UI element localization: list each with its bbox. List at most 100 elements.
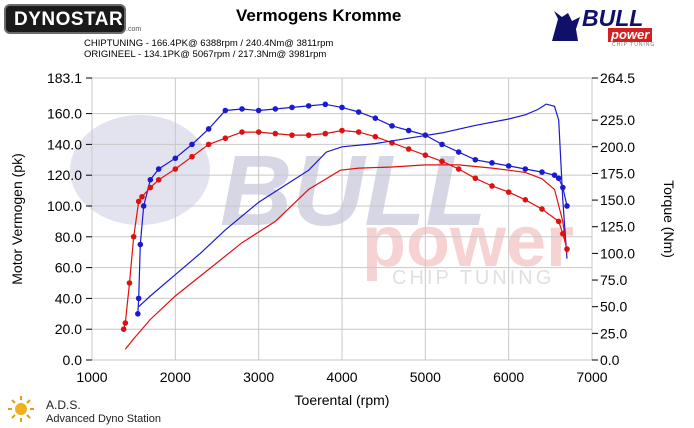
data-point-chiptuning: [551, 172, 558, 178]
x-tick-label: 3000: [243, 369, 274, 385]
data-point-origineel: [147, 184, 154, 191]
watermark-chiptuning-word: CHIP TUNING: [392, 267, 554, 289]
legend-chiptuning: CHIPTUNING - 166.4PK@ 6388rpm / 240.4Nm@…: [84, 38, 333, 49]
data-point-chiptuning: [205, 126, 212, 132]
data-point-chiptuning: [272, 106, 279, 112]
data-point-origineel: [130, 233, 137, 240]
x-tick-label: 1000: [76, 369, 107, 385]
data-point-chiptuning: [147, 177, 154, 183]
data-point-chiptuning: [455, 149, 462, 155]
series-line-origineel-power: [123, 129, 568, 330]
data-point-chiptuning: [155, 166, 162, 172]
data-point-chiptuning: [239, 106, 245, 112]
data-point-origineel: [255, 129, 262, 135]
data-point-origineel: [222, 135, 229, 142]
data-point-origineel: [139, 193, 145, 200]
data-point-origineel: [305, 132, 312, 138]
grid: [91, 77, 593, 361]
data-point-origineel: [122, 320, 129, 326]
data-point-chiptuning: [560, 184, 566, 191]
data-point-origineel: [126, 280, 133, 286]
dynostar-logo-text: DYNOSTAR: [14, 9, 124, 30]
bullpower-logo: BULL power CHIP TUNING: [548, 3, 658, 49]
data-point-origineel: [555, 218, 562, 225]
data-point-origineel: [289, 132, 295, 138]
y-right-tick-label: 0.0: [600, 352, 620, 368]
data-point-chiptuning: [189, 141, 195, 148]
y-right-tick-label: 200.0: [600, 139, 635, 155]
dynostar-logo: DYNOSTAR: [4, 4, 126, 34]
y-right-tick-label: 150.0: [600, 192, 635, 208]
data-point-origineel: [155, 177, 162, 183]
y-left-tick-label: 183.1: [47, 70, 82, 86]
data-point-chiptuning: [539, 169, 545, 175]
data-point-origineel: [422, 152, 429, 158]
y-right-tick-label: 25.0: [600, 325, 627, 341]
data-point-origineel: [472, 175, 479, 182]
y-left-tick-label: 0.0: [63, 352, 83, 368]
data-point-chiptuning: [305, 103, 312, 109]
data-point-origineel: [239, 129, 245, 135]
data-point-chiptuning: [555, 175, 562, 182]
data-point-chiptuning: [172, 155, 179, 162]
y-right-tick-label: 125.0: [600, 219, 635, 235]
data-point-origineel: [405, 146, 412, 152]
data-point-origineel: [439, 158, 445, 165]
x-tick-label: 7000: [576, 369, 607, 385]
data-point-chiptuning: [135, 310, 141, 317]
y-left-tick-label: 60.0: [55, 260, 82, 276]
data-point-chiptuning: [564, 203, 570, 209]
x-tick-label: 5000: [410, 369, 441, 385]
y-left-tick-label: 20.0: [55, 321, 82, 337]
data-point-origineel: [489, 183, 495, 189]
data-point-chiptuning: [405, 127, 412, 134]
y-left-tick-label: 140.0: [47, 136, 82, 152]
data-point-chiptuning: [135, 295, 142, 302]
data-point-chiptuning: [439, 141, 445, 148]
watermark-power-word: power: [362, 202, 574, 282]
legend-chiptuning-label: CHIPTUNING - 166.4PK@ 6388rpm / 240.4Nm@…: [84, 38, 334, 49]
data-point-origineel: [272, 130, 279, 137]
data-point-chiptuning: [322, 101, 329, 108]
legend-origineel-label: ORIGINEEL - 134.1PK@ 5067rpm / 217.3Nm@ …: [84, 49, 327, 60]
data-point-origineel: [372, 133, 379, 140]
data-point-chiptuning: [222, 107, 229, 114]
series-layer: [120, 101, 570, 350]
data-point-origineel: [189, 153, 195, 160]
data-point-chiptuning: [472, 156, 479, 163]
x-tick-label: 6000: [493, 369, 524, 385]
bullpower-logo-power: power: [608, 28, 653, 42]
data-point-chiptuning: [372, 115, 379, 121]
data-point-origineel: [522, 197, 529, 203]
x-tick-label: 2000: [160, 369, 191, 385]
data-point-origineel: [120, 326, 127, 332]
watermark-bull-shape: [70, 115, 210, 225]
data-point-origineel: [172, 166, 179, 172]
y-right-tick-label: 264.5: [600, 70, 635, 86]
bullpower-watermark: BULL power CHIP TUNING: [70, 115, 574, 289]
y-left-axis-title: Motor Vermogen (pk): [9, 153, 25, 285]
series-line-chiptuning-torque: [138, 103, 568, 308]
data-point-origineel: [539, 206, 545, 212]
data-point-chiptuning: [355, 109, 362, 115]
data-point-chiptuning: [140, 203, 147, 209]
legend-origineel: ORIGINEEL - 134.1PK@ 5067rpm / 217.3Nm@ …: [84, 49, 326, 60]
ads-name: A.D.S.: [46, 398, 81, 412]
y-right-axis-title: Torque (Nm): [661, 180, 677, 258]
data-point-chiptuning: [137, 241, 144, 248]
data-point-origineel: [205, 141, 212, 148]
y-left-tick-label: 80.0: [55, 229, 82, 245]
data-point-origineel: [322, 130, 329, 137]
y-right-tick-label: 75.0: [600, 272, 627, 288]
x-axis-title: Toerental (rpm): [295, 392, 390, 408]
x-tick-label: 4000: [326, 369, 357, 385]
y-left-tick-label: 160.0: [47, 106, 82, 122]
y-left-tick-label: 120.0: [47, 167, 82, 183]
data-point-chiptuning: [389, 123, 395, 129]
series-line-origineel-torque: [124, 164, 568, 350]
bullpower-logo-bull: BULL: [582, 5, 644, 31]
bull-head-icon: [552, 11, 580, 41]
ads-sun-icon: [8, 396, 34, 422]
data-point-origineel: [135, 198, 142, 205]
